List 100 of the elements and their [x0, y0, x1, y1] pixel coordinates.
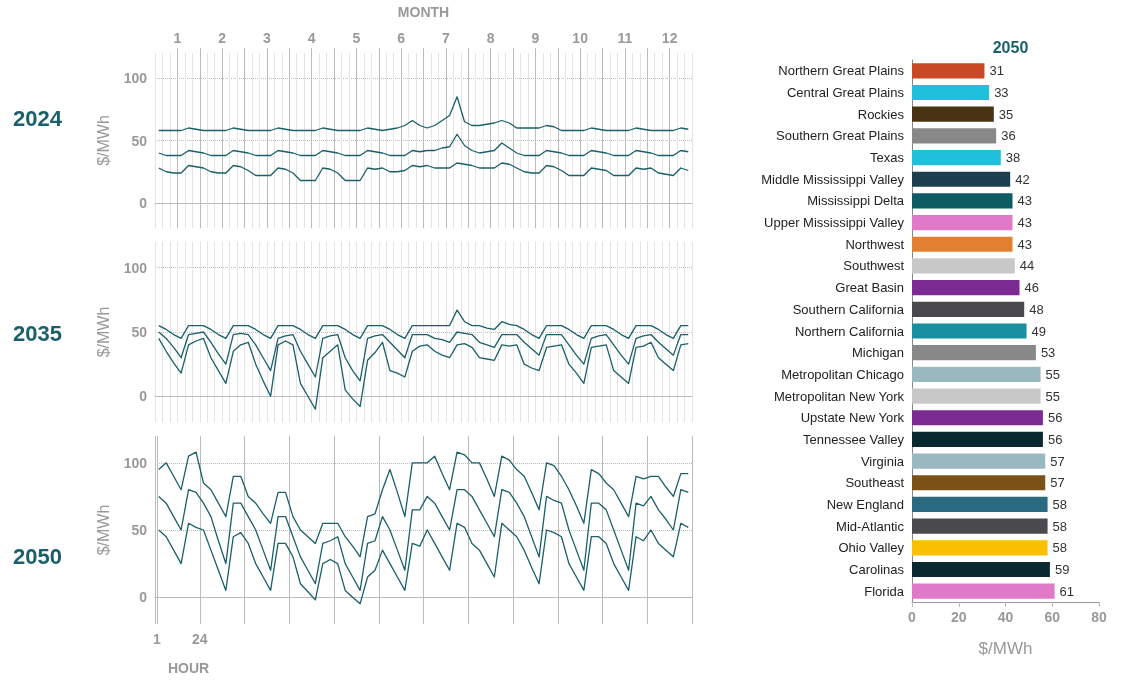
y-axis-title: $/MWh — [94, 115, 112, 166]
y-tick-label: Central Great Plains — [786, 85, 905, 101]
y-tick-label: Florida — [864, 583, 905, 599]
y-tick-label: Northwest — [845, 236, 905, 252]
x2-tick-label: 6 — [397, 30, 406, 46]
data-label: 49 — [1031, 323, 1047, 339]
bar — [912, 583, 1055, 599]
y-tick-label: 100 — [123, 454, 148, 471]
data-label: 55 — [1045, 366, 1061, 382]
y-tick-label: 0 — [139, 388, 148, 405]
data-label: 31 — [989, 63, 1004, 79]
bar — [912, 236, 1013, 252]
bar — [912, 540, 1048, 556]
data-label: 55 — [1045, 388, 1061, 404]
y-tick-label: 50 — [131, 324, 148, 340]
y-tick-label: Mid-Atlantic — [836, 518, 905, 534]
data-label: 43 — [1017, 215, 1032, 231]
y-tick-label: Southeast — [845, 475, 905, 491]
y-tick-label: Southern Great Plains — [776, 128, 905, 144]
x-tick-label: 80 — [1091, 609, 1107, 625]
bar — [912, 410, 1043, 426]
bar — [912, 149, 1001, 166]
y-tick-label: Michigan — [851, 345, 904, 361]
data-label: 58 — [1052, 540, 1068, 556]
x2-tick-label: 4 — [307, 30, 316, 46]
line-series — [158, 96, 689, 132]
line-series — [158, 451, 689, 558]
x-tick-label: 20 — [950, 609, 967, 625]
y-tick-label: Northern Great Plains — [778, 63, 905, 79]
bar — [912, 323, 1027, 339]
y-tick-label: Upper Mississippi Valley — [764, 215, 905, 231]
y-tick-label: Ohio Valley — [838, 540, 905, 556]
bar — [912, 496, 1048, 513]
bar — [912, 453, 1046, 469]
x2-tick-label: 5 — [352, 30, 361, 46]
y-tick-label: Northern California — [794, 323, 905, 339]
line-series — [158, 133, 689, 157]
bar — [912, 388, 1041, 404]
x-tick-label: 40 — [997, 609, 1014, 625]
x2-tick-label: 8 — [486, 30, 495, 46]
y-tick-label: 0 — [139, 589, 148, 606]
y-tick-label: Southern California — [792, 301, 905, 317]
data-label: 36 — [1001, 128, 1016, 144]
bar — [912, 561, 1050, 578]
text: 2050 — [13, 543, 62, 569]
bar — [912, 106, 994, 122]
data-label: 59 — [1054, 561, 1070, 577]
y-tick-label: 100 — [123, 259, 148, 276]
x2-tick-label: 7 — [441, 30, 450, 46]
x2-tick-label: 10 — [572, 30, 589, 46]
data-label: 42 — [1015, 171, 1030, 187]
x2-axis-title: MONTH — [397, 4, 450, 20]
bar — [912, 301, 1025, 317]
text: 2035 — [13, 320, 62, 346]
data-label: 33 — [994, 85, 1009, 101]
y-tick-label: Texas — [870, 150, 905, 166]
bar — [912, 366, 1041, 382]
data-label: 57 — [1050, 475, 1065, 491]
x2-tick-label: 12 — [661, 30, 678, 46]
x2-tick-label: 11 — [617, 30, 633, 46]
chart-title: 2050 — [992, 38, 1029, 56]
data-label: 58 — [1052, 518, 1068, 534]
x-axis-title: $/MWh — [978, 639, 1033, 658]
y-tick-label: Metropolitan Chicago — [781, 366, 904, 382]
data-label: 44 — [1019, 258, 1035, 274]
bar — [912, 84, 990, 101]
line-series — [158, 309, 689, 340]
data-label: 57 — [1050, 453, 1065, 469]
x-axis-title: HOUR — [168, 660, 210, 676]
bar — [912, 280, 1020, 296]
bar — [912, 431, 1043, 447]
line-series — [158, 162, 689, 182]
y-tick-label: Rockies — [857, 106, 905, 122]
bar — [912, 215, 1013, 231]
y-tick-label: Middle Mississippi Valley — [761, 171, 905, 187]
data-label: 61 — [1059, 583, 1075, 599]
y-axis-title: $/MWh — [94, 504, 112, 556]
bar — [912, 518, 1048, 534]
data-label: 43 — [1017, 193, 1032, 209]
text: 2024 — [13, 105, 63, 131]
y-tick-label: Carolinas — [849, 561, 905, 577]
x2-tick-label: 1 — [173, 30, 182, 46]
bar — [912, 475, 1046, 491]
data-label: 58 — [1052, 496, 1068, 512]
bar — [912, 63, 985, 79]
y-tick-label: Great Basin — [835, 280, 904, 296]
data-label: 56 — [1047, 410, 1063, 426]
data-label: 53 — [1040, 345, 1056, 361]
bar — [912, 258, 1015, 274]
y-tick-label: Southwest — [843, 258, 905, 274]
bar — [912, 171, 1011, 187]
data-label: 43 — [1017, 236, 1032, 252]
data-label: 56 — [1047, 431, 1063, 447]
y-tick-label: 50 — [131, 522, 148, 538]
bar — [912, 193, 1013, 209]
y-tick-label: Upstate New York — [800, 410, 905, 426]
y-tick-label: Mississippi Delta — [807, 193, 905, 209]
y-tick-label: Tennessee Valley — [803, 431, 905, 447]
data-label: 38 — [1005, 150, 1021, 166]
y-tick-label: 100 — [123, 70, 148, 86]
